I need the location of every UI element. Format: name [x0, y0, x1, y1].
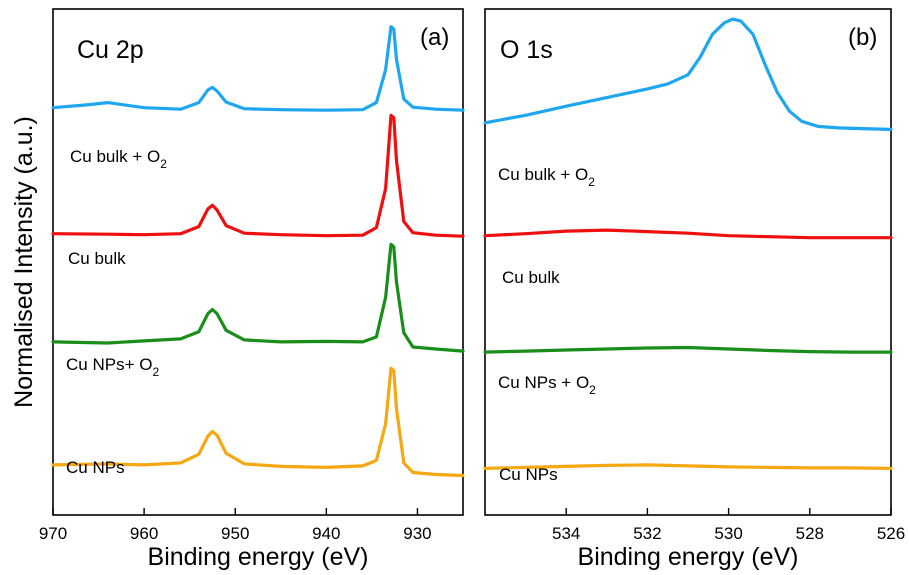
- x-tick-label: 940: [312, 524, 340, 543]
- panel-b-title: O 1s: [500, 36, 553, 64]
- x-tick-label: 526: [877, 524, 905, 543]
- panel-b-x-ticks: 534 532 530 528 526: [552, 508, 905, 543]
- series-line-cu-nps-o2: [51, 242, 465, 353]
- x-tick-label: 950: [221, 524, 249, 543]
- x-tick-label: 530: [714, 524, 742, 543]
- trace-label: Cu bulk: [502, 268, 560, 287]
- panel-a-x-ticks: 970 960 950 940 930: [39, 508, 432, 543]
- panel-cu-2p: Cu 2p (a) 970 960 950 940 930 Cu bulk + O2Cu…: [39, 8, 465, 571]
- panel-a-title: Cu 2p: [77, 36, 144, 64]
- x-tick-label: 532: [633, 524, 661, 543]
- trace-label: Cu bulk + O2: [70, 147, 167, 171]
- x-tick-label: 970: [39, 524, 67, 543]
- series-line-cu-nps-o2: [483, 345, 893, 354]
- series-line-cu-bulk-o2: [51, 25, 465, 112]
- x-tick-label: 528: [796, 524, 824, 543]
- x-tick-label: 534: [552, 524, 580, 543]
- trace-label: Cu bulk + O2: [498, 165, 595, 189]
- panel-b-trace-labels: Cu bulk + O2 Cu bulk Cu NPs + O2 Cu NPs: [498, 165, 596, 484]
- panel-a-letter: (a): [420, 24, 449, 51]
- panel-a-trace-labels: Cu bulk + O2 Cu bulk Cu NPs+ O2 Cu NPs: [66, 147, 167, 477]
- series-line-cu-nps: [51, 366, 465, 478]
- panel-a-x-axis-title: Binding energy (eV): [148, 543, 369, 571]
- x-tick-label: 960: [130, 524, 158, 543]
- series-line-cu-bulk: [51, 113, 465, 238]
- series-line-cu-nps: [483, 463, 893, 470]
- trace-label: Cu NPs: [499, 465, 558, 484]
- panel-b-series: [483, 17, 893, 470]
- series-line-cu-bulk: [483, 228, 893, 240]
- trace-label: Cu bulk: [68, 249, 126, 268]
- panel-b-frame: [484, 8, 892, 516]
- panel-b-x-axis-title: Binding energy (eV): [578, 543, 799, 571]
- panel-a-series: [51, 25, 465, 478]
- panel-b-letter: (b): [848, 24, 877, 51]
- panel-a-frame: [52, 8, 464, 516]
- panel-o-1s: O 1s (b) 534 532 530 528 526 Cu bulk + O2Cu …: [483, 8, 905, 571]
- trace-label: Cu NPs+ O2: [66, 355, 159, 379]
- trace-label: Cu NPs: [66, 458, 125, 477]
- series-line-cu-bulk-o2: [483, 17, 893, 131]
- trace-label: Cu NPs + O2: [498, 373, 596, 397]
- x-tick-label: 930: [403, 524, 431, 543]
- y-axis-title: Normalised Intensity (a.u.): [10, 116, 38, 408]
